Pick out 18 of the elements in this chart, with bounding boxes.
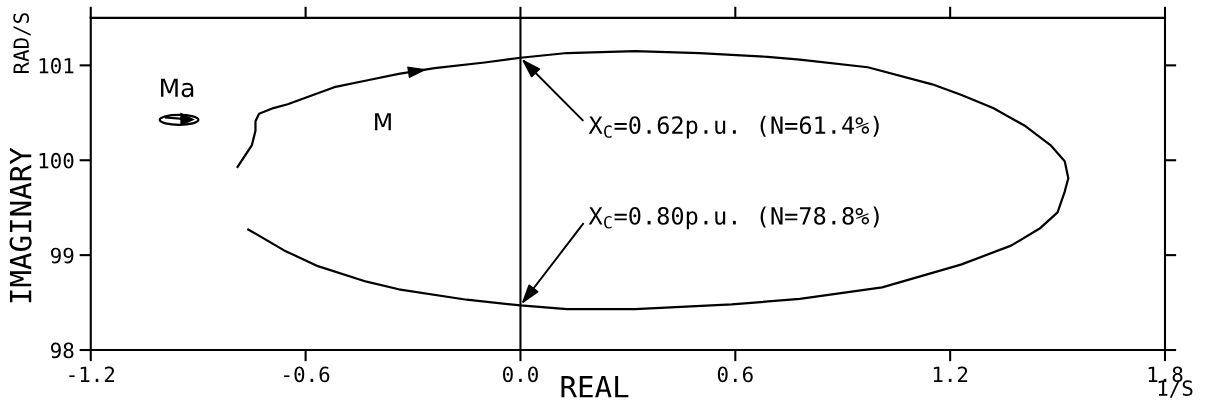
x-tick-label: 0.0 bbox=[503, 366, 538, 383]
x-tick-label: -1.2 bbox=[69, 366, 115, 382]
text: 1/S bbox=[1158, 380, 1193, 398]
annotation: X$_{C}$=0.62p.u. (N=61.4%) bbox=[588, 115, 879, 139]
y-tick-label: 98 bbox=[51, 342, 74, 359]
y-tick-label: 101 bbox=[39, 57, 74, 74]
annotation: Ma bbox=[161, 78, 194, 98]
y-tick-label: 100 bbox=[39, 152, 74, 169]
x-tick-label: 1.2 bbox=[933, 366, 968, 382]
x-tick-label: 0.6 bbox=[717, 366, 753, 383]
annotation: X$_{C}$=0.80p.u. (N=78.8%) bbox=[588, 206, 879, 230]
text: RAD/S bbox=[13, 13, 31, 74]
y-tick-label: 99 bbox=[51, 247, 74, 264]
x-tick-label: -0.6 bbox=[284, 366, 330, 383]
x-axis-title: REAL bbox=[561, 376, 629, 398]
x-tick-label: 1.8 bbox=[1148, 366, 1183, 383]
y-axis-title: IMAGINARY bbox=[9, 147, 32, 303]
series-label: M bbox=[375, 113, 391, 131]
